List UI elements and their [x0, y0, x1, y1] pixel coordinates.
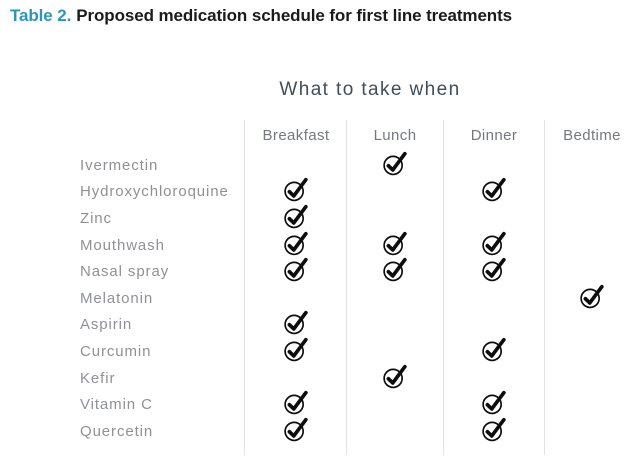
- check-cell: [545, 391, 639, 418]
- check-cell: [347, 151, 443, 179]
- check-cell: [443, 390, 545, 418]
- row-label: Quercetin: [80, 422, 154, 440]
- table-caption: Table 2. Proposed medication schedule for…: [10, 6, 512, 26]
- table-caption-number: Table 2.: [10, 6, 72, 25]
- check-cell: [245, 390, 347, 418]
- check-cell: [347, 391, 443, 418]
- check-cell: [443, 178, 545, 206]
- chart-title: What to take when: [279, 79, 461, 100]
- check-cell: [245, 231, 347, 259]
- check-cell: [443, 417, 545, 445]
- row-label: Vitamin C: [80, 396, 153, 414]
- check-cell: [545, 179, 639, 206]
- row-label: Nasal spray: [80, 263, 170, 281]
- row-label: Kefir: [80, 369, 116, 387]
- check-circle-icon: [482, 178, 506, 202]
- row-label: Mouthwash: [80, 236, 165, 254]
- check-cell: [443, 312, 545, 339]
- check-cell: [347, 179, 443, 206]
- check-cell: [545, 258, 639, 285]
- check-cell: [545, 152, 639, 179]
- table-caption-text: Proposed medication schedule for first l…: [76, 6, 513, 25]
- check-cell: [347, 364, 443, 392]
- check-cell: [245, 152, 347, 179]
- check-cell: [245, 311, 347, 339]
- check-cell: [245, 365, 347, 392]
- column-header-dinner: Dinner: [470, 126, 518, 144]
- check-cell: [245, 204, 347, 232]
- check-circle-icon: [284, 258, 308, 282]
- check-cell: [545, 205, 639, 232]
- check-cell: [347, 258, 443, 285]
- row-label: Zinc: [80, 209, 112, 227]
- row-label: Melatonin: [80, 289, 154, 307]
- check-circle-icon: [284, 231, 308, 255]
- row-label: Aspirin: [80, 316, 133, 334]
- check-cell: [443, 231, 545, 259]
- row-label-column-spacer: [70, 118, 245, 152]
- column-divider: [544, 120, 545, 455]
- check-cell: [443, 365, 545, 392]
- check-cell: [545, 418, 639, 445]
- check-cell: [545, 232, 639, 259]
- check-cell: [443, 258, 545, 285]
- check-cell: [347, 338, 443, 365]
- check-cell: [545, 338, 639, 365]
- column-divider: [244, 120, 245, 455]
- check-cell: [347, 231, 443, 259]
- check-cell: [347, 418, 443, 445]
- check-cell: [545, 312, 639, 339]
- row-label: Ivermectin: [80, 156, 159, 174]
- check-cell: [443, 337, 545, 365]
- check-circle-icon: [284, 204, 308, 229]
- row-label: Hydroxychloroquine: [80, 183, 229, 201]
- check-cell: [245, 178, 347, 206]
- check-circle-icon: [580, 284, 604, 309]
- check-circle-icon: [482, 390, 506, 415]
- check-cell: [245, 258, 347, 285]
- check-circle-icon: [284, 390, 308, 415]
- check-circle-icon: [482, 258, 506, 282]
- check-circle-icon: [383, 364, 407, 388]
- check-circle-icon: [482, 417, 506, 441]
- check-circle-icon: [482, 231, 506, 255]
- row-label: Curcumin: [80, 342, 152, 360]
- column-divider: [443, 120, 444, 455]
- check-circle-icon: [383, 231, 407, 255]
- medication-table: Breakfast Lunch Dinner Bedtime Ivermecti…: [70, 118, 639, 445]
- column-header-lunch: Lunch: [373, 126, 417, 144]
- check-circle-icon: [482, 337, 506, 362]
- check-cell: [443, 205, 545, 232]
- check-cell: [545, 284, 639, 312]
- check-circle-icon: [284, 417, 308, 441]
- check-cell: [443, 152, 545, 179]
- check-circle-icon: [383, 151, 407, 176]
- column-divider: [346, 120, 347, 455]
- column-header-bedtime: Bedtime: [563, 126, 621, 144]
- check-cell: [545, 365, 639, 392]
- check-cell: [245, 285, 347, 312]
- check-cell: [347, 312, 443, 339]
- check-cell: [347, 285, 443, 312]
- check-cell: [245, 417, 347, 445]
- check-cell: [443, 285, 545, 312]
- column-header-breakfast: Breakfast: [262, 126, 330, 144]
- check-cell: [347, 205, 443, 232]
- check-circle-icon: [383, 258, 407, 282]
- check-circle-icon: [284, 337, 308, 362]
- check-circle-icon: [284, 311, 308, 335]
- check-cell: [245, 337, 347, 365]
- check-circle-icon: [284, 178, 308, 202]
